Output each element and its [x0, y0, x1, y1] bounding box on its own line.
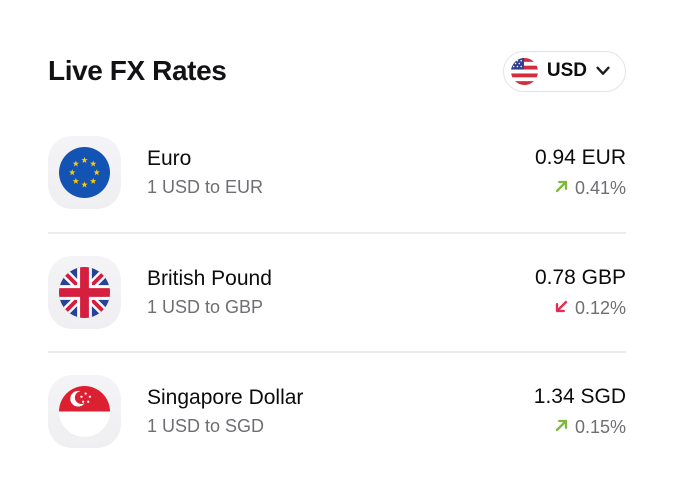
change-percent: 0.41%	[574, 178, 626, 198]
rate-value: 0.94 EUR	[534, 146, 626, 169]
currency-name: Singapore Dollar	[147, 386, 304, 409]
conversion-pair-label: 1 USD to GBP	[147, 297, 264, 317]
sg-flag-icon	[59, 386, 110, 437]
fx-rate-row[interactable]: British Pound 1 USD to GBP 0.78 GBP 0.12…	[48, 232, 626, 351]
base-currency-selector[interactable]: USD	[502, 50, 626, 92]
base-currency-label: USD	[546, 60, 587, 81]
conversion-pair-label: 1 USD to EUR	[147, 177, 264, 197]
fx-rate-row[interactable]: Euro 1 USD to EUR 0.94 EUR 0.41%	[48, 113, 626, 232]
conversion-pair-label: 1 USD to SGD	[147, 416, 265, 436]
currency-info: Euro 1 USD to EUR	[147, 147, 263, 198]
flag-tile	[48, 375, 121, 448]
fx-rate-list: Euro 1 USD to EUR 0.94 EUR 0.41%	[48, 113, 626, 470]
currency-info: Singapore Dollar 1 USD to SGD	[147, 386, 303, 437]
rate-value: 1.34 SGD	[533, 385, 626, 408]
trend-up-arrow-icon	[554, 178, 569, 199]
eu-flag-icon	[59, 147, 110, 198]
rate-change: 0.15%	[554, 417, 626, 438]
flag-tile	[48, 136, 121, 209]
us-flag-icon	[510, 57, 538, 85]
fx-rates-widget: Live FX Rates	[48, 50, 626, 470]
currency-name: British Pound	[147, 267, 272, 290]
page-title: Live FX Rates	[48, 55, 227, 86]
trend-up-arrow-icon	[554, 417, 569, 438]
change-percent: 0.12%	[574, 298, 626, 318]
currency-info: British Pound 1 USD to GBP	[147, 267, 272, 318]
rate-column: 0.94 EUR 0.41%	[535, 146, 626, 199]
uk-flag-icon	[59, 267, 110, 318]
rate-value: 0.78 GBP	[534, 266, 626, 289]
currency-name: Euro	[147, 147, 192, 170]
fx-rate-row[interactable]: Singapore Dollar 1 USD to SGD 1.34 SGD 0…	[48, 351, 626, 470]
flag-tile	[48, 256, 121, 329]
widget-header: Live FX Rates	[48, 50, 626, 92]
change-percent: 0.15%	[574, 417, 626, 437]
rate-column: 1.34 SGD 0.15%	[534, 385, 626, 438]
rate-column: 0.78 GBP 0.12%	[535, 266, 626, 319]
rate-change: 0.41%	[554, 178, 626, 199]
chevron-down-icon	[596, 66, 610, 76]
rate-change: 0.12%	[554, 298, 626, 319]
trend-down-arrow-icon	[554, 298, 569, 319]
